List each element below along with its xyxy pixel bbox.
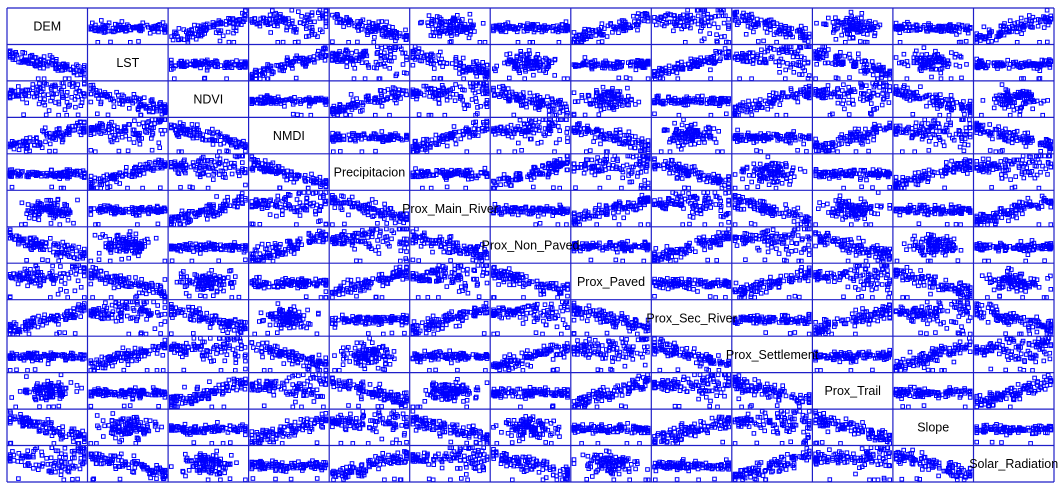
scatterplot-matrix: DEMLSTNDVINMDIPrecipitacionProx_Main_Riv… [0,0,1058,486]
